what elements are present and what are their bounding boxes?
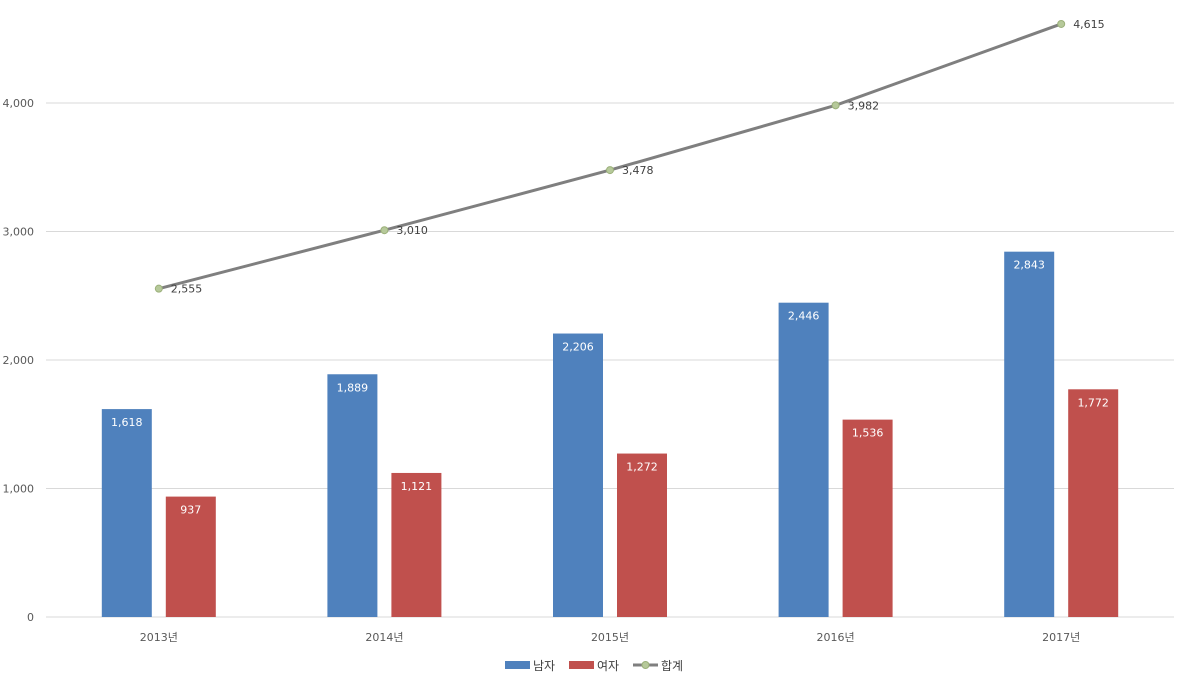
bar-data-label: 2,446	[788, 310, 820, 323]
line-합계	[158, 22, 1062, 291]
bar-data-label: 2,843	[1013, 259, 1045, 272]
bar-data-label: 1,272	[626, 461, 658, 474]
x-tick-label: 2015년	[591, 631, 629, 644]
bar-data-label: 937	[180, 504, 201, 517]
bar-data-label: 1,618	[111, 416, 143, 429]
legend: 남자 여자 합계	[505, 659, 683, 673]
bar-data-label: 2,206	[562, 341, 594, 354]
bar-남자	[1004, 251, 1055, 617]
bar-data-label: 1,536	[852, 427, 884, 440]
line-point	[380, 226, 389, 235]
y-tick-label: 3,000	[3, 226, 35, 239]
legend-label: 합계	[661, 659, 683, 673]
bar-여자	[391, 472, 442, 617]
line-point	[154, 284, 163, 293]
bar-data-label: 1,889	[337, 381, 369, 394]
bar-남자	[553, 333, 603, 617]
x-tick-label: 2013년	[140, 631, 178, 644]
bar-여자	[842, 419, 893, 617]
bar-남자	[327, 374, 378, 617]
legend-swatch	[505, 661, 530, 669]
line-data-label: 2,555	[171, 283, 203, 296]
y-axis: 0 1,000 2,000 3,000 4,000	[3, 97, 35, 624]
bar-data-label: 1,772	[1077, 396, 1109, 409]
line-point	[831, 101, 840, 110]
bar-남자	[778, 302, 829, 617]
bar-남자	[101, 409, 152, 617]
x-tick-label: 2017년	[1042, 631, 1080, 644]
line-point	[1057, 19, 1066, 28]
bar-여자	[617, 453, 667, 617]
legend-marker	[641, 661, 650, 669]
line-data-label: 3,478	[622, 164, 654, 177]
legend-label: 남자	[533, 659, 555, 673]
bar-여자	[1068, 389, 1119, 617]
y-tick-label: 1,000	[3, 483, 35, 496]
legend-swatch	[569, 661, 594, 669]
x-tick-label: 2014년	[365, 631, 403, 644]
x-axis: 2013년 2014년 2015년 2016년 2017년	[140, 631, 1081, 644]
y-tick-label: 2,000	[3, 354, 35, 367]
line-data-label: 3,010	[396, 224, 428, 237]
x-tick-label: 2016년	[817, 631, 855, 644]
line-series: 2,555 3,010 3,478 3,982 4,615	[154, 18, 1105, 296]
line-data-label: 3,982	[848, 99, 880, 112]
y-tick-label: 4,000	[3, 97, 35, 110]
legend-label: 여자	[597, 659, 619, 673]
y-tick-label: 0	[27, 611, 34, 624]
bar-여자	[165, 496, 216, 617]
bar-series: 1,618 1,889 2,206 2,446 2,843 937 1,121 1,272 1,…	[101, 251, 1119, 617]
gridlines	[46, 102, 1174, 618]
line-data-label: 4,615	[1073, 18, 1105, 31]
bar-data-label: 1,121	[401, 480, 433, 493]
line-point	[606, 166, 614, 175]
